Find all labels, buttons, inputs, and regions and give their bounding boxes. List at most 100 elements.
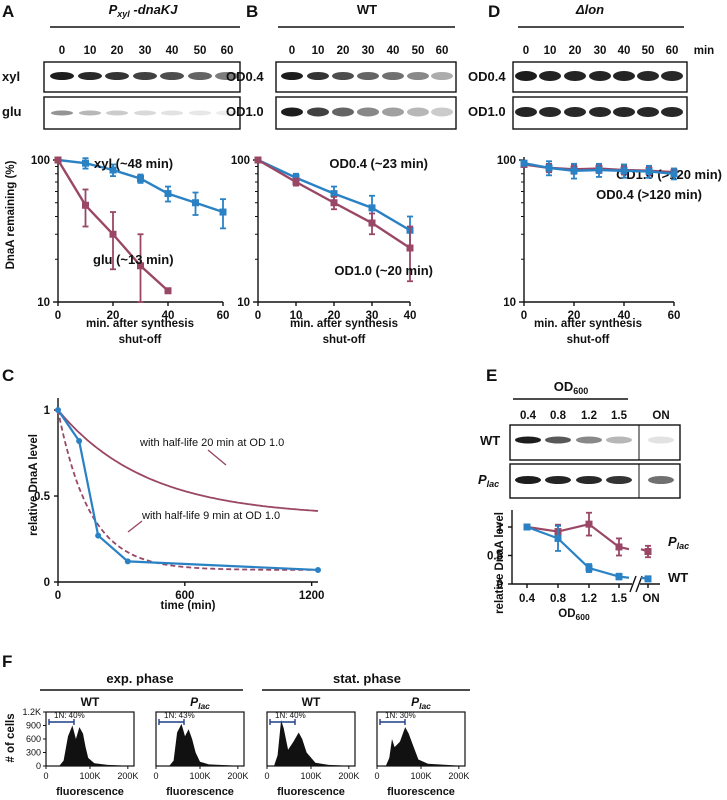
chart-c-annotation: with half-life 9 min at OD 1.0 xyxy=(141,510,280,522)
x-tick-label: 100K xyxy=(79,771,100,781)
blot-band xyxy=(431,107,453,117)
flow-plot-title: WT xyxy=(81,695,100,709)
data-point xyxy=(520,159,528,167)
blot-band xyxy=(589,71,611,81)
data-point xyxy=(109,166,117,174)
svg-text:50: 50 xyxy=(412,45,425,57)
data-point xyxy=(644,575,652,583)
data-point xyxy=(406,244,414,252)
data-point xyxy=(164,190,172,198)
data-point xyxy=(292,178,300,186)
data-point xyxy=(585,520,593,528)
x-tick-label: ON xyxy=(642,593,659,605)
x-tick-label: 200K xyxy=(117,771,138,781)
svg-text:30: 30 xyxy=(139,45,152,57)
blot-band xyxy=(382,107,404,117)
data-point xyxy=(76,437,83,444)
blot-b: WT 0 10 20 30 40 50 60 OD0.4 OD1.0 xyxy=(226,2,457,130)
blot-band xyxy=(564,71,586,81)
data-point xyxy=(368,204,376,212)
blot-b-row-label: OD0.4 xyxy=(226,69,264,84)
flow-histogram-fill xyxy=(156,723,244,766)
chart-b-xlabel: shut-off xyxy=(323,334,366,346)
y-tick-label: 0 xyxy=(44,577,50,589)
series-label: WT xyxy=(668,570,688,585)
data-point xyxy=(670,170,678,178)
data-point xyxy=(137,175,144,183)
svg-text:0: 0 xyxy=(523,45,529,57)
y-tick-label: 100 xyxy=(31,155,50,167)
svg-text:10: 10 xyxy=(544,45,557,57)
blot-band xyxy=(106,110,128,116)
svg-text:10: 10 xyxy=(312,45,325,57)
x-tick-label: 0 xyxy=(153,771,158,781)
data-point xyxy=(585,564,593,572)
gate-label: 1N: 40% xyxy=(54,711,85,720)
blot-a-row-label: glu xyxy=(2,104,22,119)
chart-c-annotation: with half-life 20 min at OD 1.0 xyxy=(139,437,284,449)
flow-group-label: stat. phase xyxy=(333,671,401,686)
svg-text:1.2: 1.2 xyxy=(581,410,597,422)
blot-band xyxy=(545,436,571,444)
flow-histogram: WT 1N: 40% 0 100K 200K fluorescence xyxy=(264,695,359,798)
data-point xyxy=(137,262,144,270)
flow-plot-title: WT xyxy=(302,695,321,709)
blot-band xyxy=(281,72,303,80)
svg-text:10: 10 xyxy=(84,45,97,57)
series-line xyxy=(57,409,319,572)
svg-text:60: 60 xyxy=(666,45,679,57)
blot-band xyxy=(215,72,239,80)
blot-band xyxy=(613,71,635,81)
model-curve xyxy=(57,409,319,512)
blot-d-row-label: OD1.0 xyxy=(468,104,506,119)
blot-band xyxy=(545,476,571,484)
svg-text:40: 40 xyxy=(618,45,631,57)
chart-e-ylabel: relative DnaA level xyxy=(494,512,506,614)
y-tick-label: 1 xyxy=(44,405,51,417)
data-point xyxy=(95,532,102,539)
blot-band xyxy=(637,71,659,81)
blot-band xyxy=(161,110,183,116)
y-tick-label: 100 xyxy=(497,155,516,167)
blot-band xyxy=(79,110,101,116)
panel-label-b: B xyxy=(246,2,258,21)
series-label: xyl (~48 min) xyxy=(94,156,173,171)
y-tick-label: 100 xyxy=(231,155,250,167)
x-tick-label: 200K xyxy=(338,771,359,781)
blot-band xyxy=(160,72,184,80)
blot-e-row-label: Plac xyxy=(478,472,499,489)
data-point xyxy=(570,167,578,175)
data-point xyxy=(109,230,117,238)
axis-break xyxy=(629,575,637,593)
blot-band xyxy=(431,72,453,80)
annotation-leader xyxy=(207,449,227,466)
blot-band xyxy=(648,436,674,444)
y-tick-label: 0.5 xyxy=(487,551,504,563)
blot-b-title: WT xyxy=(357,2,377,17)
data-point xyxy=(219,208,227,216)
blot-band xyxy=(332,72,354,80)
x-tick-label: 20 xyxy=(107,310,120,322)
blot-band xyxy=(188,72,212,80)
y-tick-label: 0.5 xyxy=(34,491,51,503)
y-tick-label: 1 xyxy=(497,522,504,534)
blot-band xyxy=(564,107,586,117)
svg-text:min: min xyxy=(694,45,714,57)
panel-label-f: F xyxy=(2,652,12,671)
blot-a-times: 0 10 20 30 40 50 60 xyxy=(59,45,234,57)
chart-c-xlabel: time (min) xyxy=(161,600,216,612)
blot-band xyxy=(216,110,238,116)
data-point xyxy=(545,164,553,172)
blot-band xyxy=(515,476,541,484)
data-point xyxy=(54,156,62,164)
flow-ylabel: # of cells xyxy=(5,713,17,762)
x-tick-label: 0 xyxy=(55,310,61,322)
flow-histogram-fill xyxy=(267,720,355,766)
chart-d-xlabel: min. after synthesis xyxy=(534,318,642,330)
flow-plot-frame xyxy=(45,711,135,767)
x-tick-label: 20 xyxy=(328,310,341,322)
x-tick-label: 40 xyxy=(404,310,417,322)
x-tick-label: 200K xyxy=(227,771,248,781)
